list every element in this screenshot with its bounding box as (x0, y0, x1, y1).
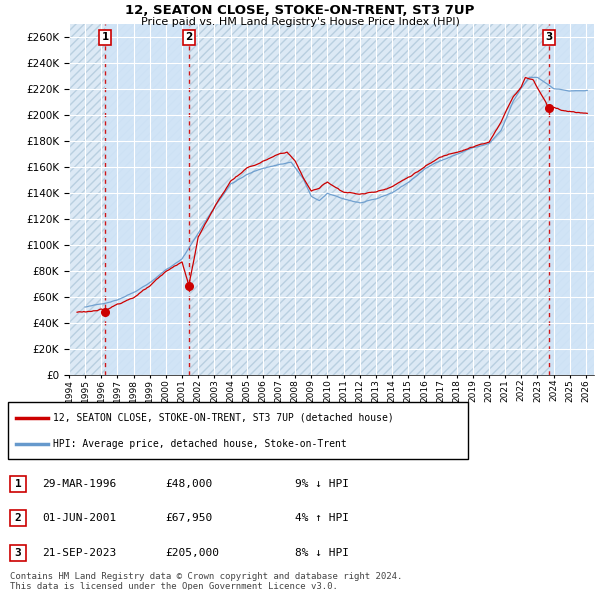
Text: 3: 3 (14, 548, 22, 558)
Text: 1: 1 (101, 32, 109, 42)
Text: 29-MAR-1996: 29-MAR-1996 (42, 479, 116, 489)
Text: 8% ↓ HPI: 8% ↓ HPI (295, 548, 349, 558)
Text: This data is licensed under the Open Government Licence v3.0.: This data is licensed under the Open Gov… (10, 582, 338, 590)
Text: 4% ↑ HPI: 4% ↑ HPI (295, 513, 349, 523)
FancyBboxPatch shape (10, 476, 26, 491)
FancyBboxPatch shape (10, 545, 26, 560)
Text: £48,000: £48,000 (165, 479, 212, 489)
Text: HPI: Average price, detached house, Stoke-on-Trent: HPI: Average price, detached house, Stok… (53, 439, 347, 449)
Bar (549, 24, 594, 375)
FancyBboxPatch shape (10, 510, 26, 526)
Text: 21-SEP-2023: 21-SEP-2023 (42, 548, 116, 558)
Text: 2: 2 (185, 32, 193, 42)
FancyBboxPatch shape (8, 402, 468, 459)
Text: 01-JUN-2001: 01-JUN-2001 (42, 513, 116, 523)
Text: Price paid vs. HM Land Registry's House Price Index (HPI): Price paid vs. HM Land Registry's House … (140, 17, 460, 27)
Text: 2: 2 (14, 513, 22, 523)
Bar (105, 24, 189, 375)
Text: 12, SEATON CLOSE, STOKE-ON-TRENT, ST3 7UP: 12, SEATON CLOSE, STOKE-ON-TRENT, ST3 7U… (125, 4, 475, 17)
Text: Contains HM Land Registry data © Crown copyright and database right 2024.: Contains HM Land Registry data © Crown c… (10, 572, 403, 581)
Text: £205,000: £205,000 (165, 548, 219, 558)
Text: £67,950: £67,950 (165, 513, 212, 523)
Text: 1: 1 (14, 479, 22, 489)
Text: 3: 3 (545, 32, 553, 42)
Text: 12, SEATON CLOSE, STOKE-ON-TRENT, ST3 7UP (detached house): 12, SEATON CLOSE, STOKE-ON-TRENT, ST3 7U… (53, 412, 394, 422)
Text: 9% ↓ HPI: 9% ↓ HPI (295, 479, 349, 489)
